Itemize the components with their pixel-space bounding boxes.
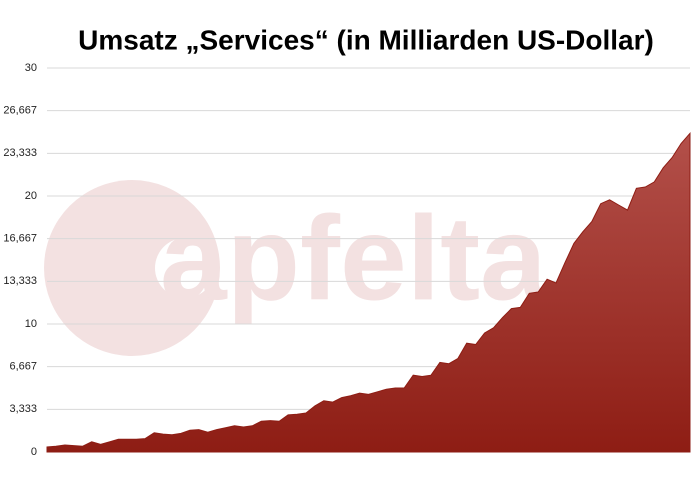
y-tick-label: 0 xyxy=(31,446,37,458)
y-tick-label: 16,667 xyxy=(3,233,37,245)
y-tick-label: 20 xyxy=(25,190,37,202)
y-tick-label: 3,333 xyxy=(9,403,37,415)
watermark: apfelta xyxy=(44,180,548,356)
watermark-text: apfelta xyxy=(160,192,548,326)
chart-title: Umsatz „Services“ (in Milliarden US-Doll… xyxy=(78,24,654,55)
y-tick-label: 10 xyxy=(25,318,37,330)
y-tick-label: 13,333 xyxy=(3,275,37,287)
y-tick-label: 26,667 xyxy=(3,105,37,117)
watermark-logo xyxy=(155,238,215,298)
y-tick-label: 23,333 xyxy=(3,147,37,159)
watermark-logo xyxy=(44,180,220,356)
y-tick-label: 30 xyxy=(25,62,37,74)
area xyxy=(46,131,691,453)
y-tick-label: 6,667 xyxy=(9,361,37,373)
